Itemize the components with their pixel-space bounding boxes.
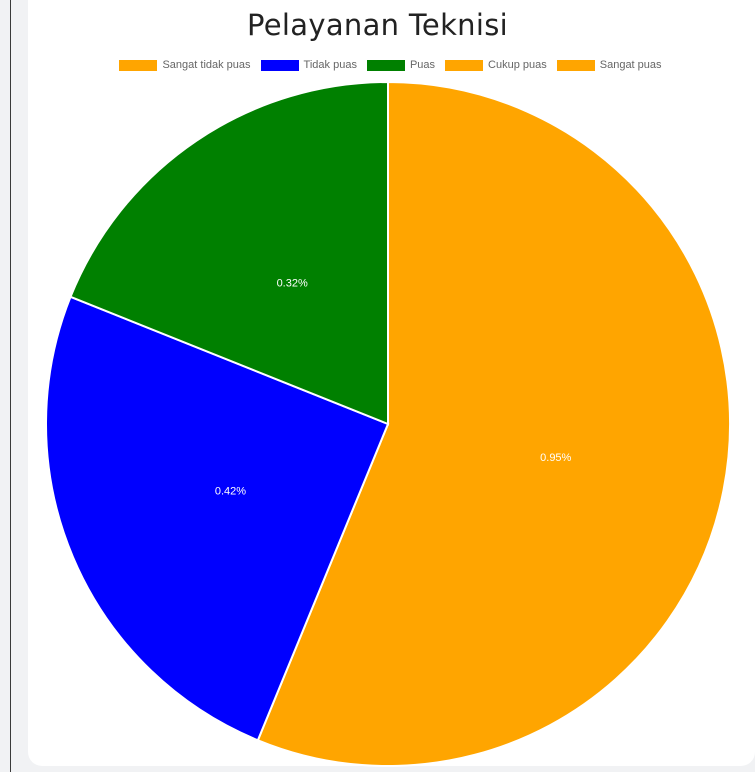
slice-label: 0.32%: [277, 277, 308, 289]
legend-swatch: [366, 59, 405, 71]
pie-slice[interactable]: [69, 80, 389, 426]
legend-swatch: [260, 59, 299, 71]
legend-swatch: [119, 59, 158, 71]
legend-label: Tidak puas: [303, 59, 357, 71]
legend-item[interactable]: Tidak puas: [260, 59, 357, 71]
legend-label: Sangat puas: [599, 59, 662, 71]
legend-swatch: [556, 59, 595, 71]
left-border-line: [10, 0, 11, 772]
legend-item[interactable]: Puas: [366, 59, 436, 71]
legend-label: Puas: [409, 59, 436, 71]
pie-slice[interactable]: [45, 295, 390, 742]
legend-item[interactable]: Sangat puas: [556, 59, 662, 71]
legend-item[interactable]: Sangat tidak puas: [119, 59, 251, 71]
chart-title: Pelayanan Teknisi: [247, 8, 508, 42]
slice-label: 0.95%: [540, 452, 571, 464]
legend-label: Sangat tidak puas: [162, 59, 251, 71]
chart-legend: Sangat tidak puas Tidak puas Puas Cukup pua…: [0, 59, 755, 71]
slice-label: 0.42%: [215, 486, 246, 498]
pie-slice[interactable]: [256, 80, 731, 767]
legend-swatch: [445, 59, 484, 71]
legend-item[interactable]: Cukup puas: [445, 59, 547, 71]
legend-label: Cukup puas: [488, 59, 547, 71]
